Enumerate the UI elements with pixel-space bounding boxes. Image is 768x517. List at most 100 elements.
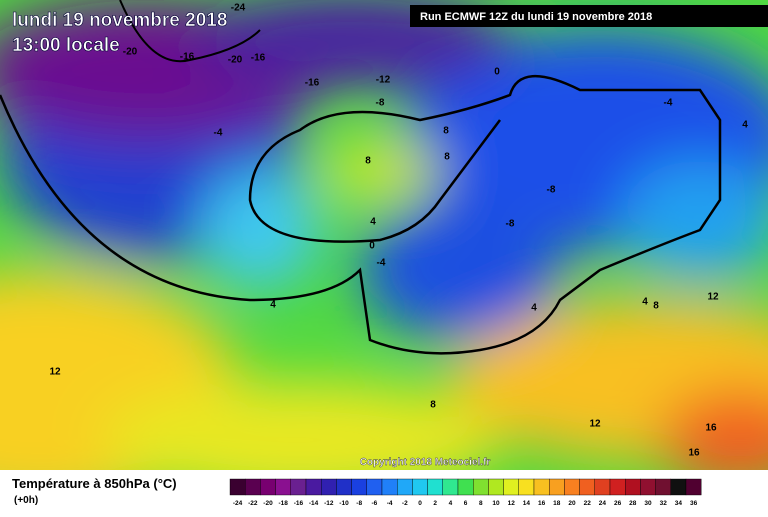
legend-label: 6 xyxy=(464,500,468,507)
legend-label: 32 xyxy=(660,500,668,507)
legend-swatch xyxy=(488,478,504,496)
legend-swatch xyxy=(625,478,641,496)
legend-swatch xyxy=(321,478,337,496)
legend-swatch xyxy=(670,478,687,496)
legend-label: -18 xyxy=(278,500,288,507)
date-title: lundi 19 novembre 2018 xyxy=(12,10,227,31)
legend-title: Température à 850hPa (°C) xyxy=(12,476,177,491)
run-banner xyxy=(410,5,768,27)
legend-label: -10 xyxy=(339,500,349,507)
legend-swatch xyxy=(457,478,474,496)
legend-swatch xyxy=(609,478,626,496)
legend-label: 12 xyxy=(508,500,516,507)
legend-label: -2 xyxy=(402,500,408,507)
time-title: 13:00 locale xyxy=(12,35,120,56)
legend-swatch xyxy=(290,478,307,496)
legend-label: 34 xyxy=(675,500,683,507)
legend-swatch xyxy=(549,478,565,496)
legend-swatch xyxy=(397,478,413,496)
legend-swatch xyxy=(655,478,671,496)
contour-label: -4 xyxy=(664,98,673,109)
contour-label: -12 xyxy=(376,75,391,86)
legend-swatch xyxy=(533,478,550,496)
contour-label: -8 xyxy=(547,185,556,196)
contour-label: 4 xyxy=(742,120,748,131)
contour-label: -20 xyxy=(228,55,243,66)
legend-swatch xyxy=(564,478,580,496)
legend-label: 14 xyxy=(523,500,531,507)
legend-swatch xyxy=(579,478,595,496)
legend-label: 20 xyxy=(568,500,576,507)
contour-label: -8 xyxy=(506,219,515,230)
legend-swatch xyxy=(594,478,611,496)
legend-swatch xyxy=(305,478,322,496)
legend-swatch xyxy=(518,478,535,496)
legend-label: 28 xyxy=(629,500,637,507)
legend-swatch xyxy=(351,478,368,496)
legend-label: 8 xyxy=(479,500,483,507)
legend-label: 18 xyxy=(553,500,561,507)
contour-label: -16 xyxy=(305,78,320,89)
legend-label: 22 xyxy=(584,500,592,507)
legend-label: -20 xyxy=(263,500,273,507)
legend-label: -24 xyxy=(233,500,243,507)
contour-label: 8 xyxy=(653,301,659,312)
contour-label: 4 xyxy=(531,303,537,314)
legend-label: 10 xyxy=(492,500,500,507)
legend-swatch xyxy=(427,478,444,496)
legend-swatch xyxy=(685,478,702,496)
contour-label: 8 xyxy=(365,156,371,167)
contour-label: 8 xyxy=(443,126,449,137)
legend-step: (+0h) xyxy=(14,495,38,506)
copyright: Copyright 2018 Meteociel.fr xyxy=(360,457,491,468)
legend-label: -16 xyxy=(294,500,304,507)
contour-label: 4 xyxy=(642,297,648,308)
legend-label: 16 xyxy=(538,500,546,507)
legend-swatch xyxy=(260,478,276,496)
contour-label: 16 xyxy=(688,448,700,459)
legend-swatch xyxy=(412,478,428,496)
legend-label: -8 xyxy=(356,500,362,507)
contour-label: 12 xyxy=(589,419,601,430)
run-text: Run ECMWF 12Z du lundi 19 novembre 2018 xyxy=(420,11,652,23)
legend-swatch xyxy=(336,478,352,496)
contour-label: -16 xyxy=(251,53,266,64)
legend-label: 24 xyxy=(599,500,607,507)
legend-label: -4 xyxy=(387,500,393,507)
legend-swatch xyxy=(275,478,292,496)
legend-swatch xyxy=(640,478,656,496)
contour-label: -24 xyxy=(231,3,246,14)
legend-label: 2 xyxy=(433,500,437,507)
contour-label: -8 xyxy=(376,98,385,109)
contour-label: 8 xyxy=(444,152,450,163)
contour-label: 4 xyxy=(270,300,276,311)
contour-label: 8 xyxy=(430,400,436,411)
contour-label: 12 xyxy=(707,292,719,303)
legend-swatch xyxy=(381,478,398,496)
legend-label: 0 xyxy=(418,500,422,507)
contour-label: 0 xyxy=(369,241,375,252)
legend-swatch xyxy=(503,478,520,496)
legend-label: 36 xyxy=(690,500,698,507)
contour-label: 0 xyxy=(494,67,500,78)
contour-label: 12 xyxy=(49,367,61,378)
contour-label: -20 xyxy=(123,47,138,58)
legend-swatch xyxy=(442,478,459,496)
legend-swatch xyxy=(366,478,383,496)
contour-label: 4 xyxy=(370,217,376,228)
contour-label: -4 xyxy=(214,128,223,139)
contour-label: 16 xyxy=(705,423,717,434)
legend-swatch xyxy=(229,478,246,496)
legend-label: -14 xyxy=(309,500,319,507)
legend-swatch xyxy=(473,478,489,496)
contour-label: -4 xyxy=(377,258,386,269)
legend-label: -22 xyxy=(248,500,258,507)
contour-label: -16 xyxy=(180,52,195,63)
legend-swatch xyxy=(244,478,261,496)
legend-label: -6 xyxy=(372,500,378,507)
legend-label: 26 xyxy=(614,500,622,507)
legend-label: -12 xyxy=(324,500,334,507)
